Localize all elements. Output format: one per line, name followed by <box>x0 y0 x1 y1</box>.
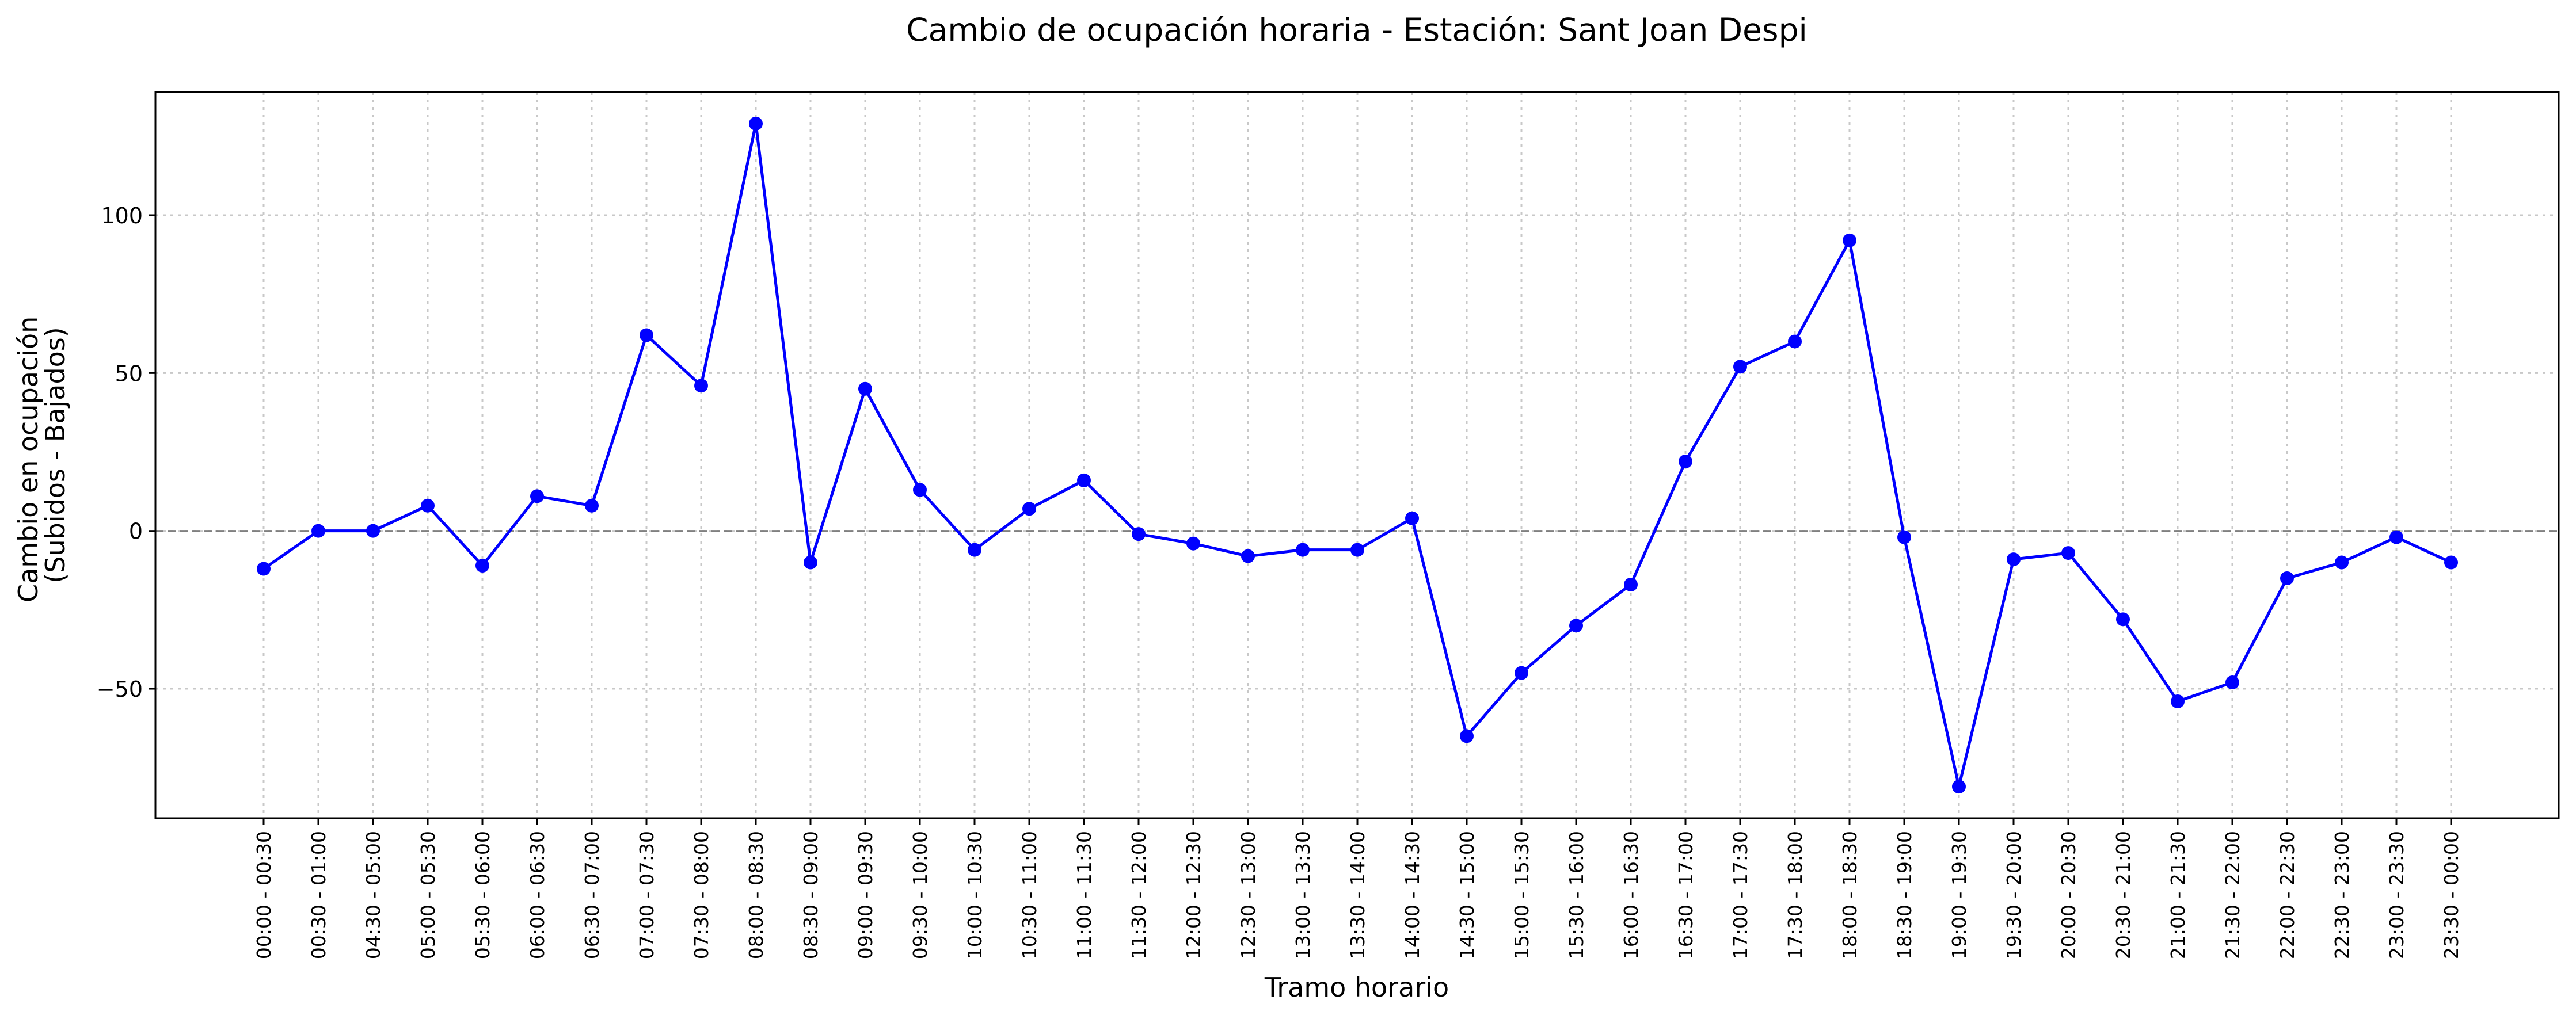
x-tick-label: 00:30 - 01:00 <box>307 831 330 959</box>
data-point <box>2007 552 2021 567</box>
series <box>257 116 2458 794</box>
data-point <box>1952 780 1966 794</box>
x-tick-label: 22:30 - 23:00 <box>2331 831 2353 959</box>
x-tick-label: 12:30 - 13:00 <box>1237 831 1260 959</box>
x-tick-label: 17:30 - 18:00 <box>1784 831 1806 959</box>
x-tick-label: 04:30 - 05:00 <box>362 831 385 959</box>
data-point <box>421 498 435 513</box>
data-point <box>2389 530 2403 544</box>
data-point <box>804 555 817 570</box>
x-tick-label: 05:00 - 05:30 <box>417 831 439 959</box>
x-tick-label: 08:30 - 09:00 <box>800 831 822 959</box>
x-tick-label: 08:00 - 08:30 <box>745 831 767 959</box>
x-tick-label: 23:30 - 00:00 <box>2440 831 2463 959</box>
data-point <box>2116 612 2130 627</box>
data-point <box>1296 543 1310 557</box>
y-axis-ticks: −50 0 50 100 <box>97 203 155 702</box>
x-tick-label: 20:00 - 20:30 <box>2057 831 2080 959</box>
data-point <box>1460 729 1474 743</box>
x-tick-label: 23:00 - 23:30 <box>2385 831 2408 959</box>
x-tick-label: 21:30 - 22:00 <box>2221 831 2244 959</box>
data-point <box>475 559 489 573</box>
data-point <box>366 524 380 538</box>
plot-frame <box>154 91 2560 819</box>
data-point <box>1241 549 1255 563</box>
x-tick-label: 07:00 - 07:30 <box>636 831 658 959</box>
data-point <box>1624 577 1638 591</box>
x-tick-label: 14:00 - 14:30 <box>1401 831 1424 959</box>
y-tick-label: 100 <box>101 203 143 228</box>
data-point <box>2061 546 2075 560</box>
y-axis-label-line-1: Cambio en ocupación <box>13 316 44 602</box>
data-point <box>311 524 325 538</box>
data-point <box>257 562 271 576</box>
x-tick-label: 22:00 - 22:30 <box>2276 831 2299 959</box>
x-tick-label: 05:30 - 06:00 <box>471 831 494 959</box>
x-tick-label: 14:30 - 15:00 <box>1456 831 1478 959</box>
x-tick-label: 09:30 - 10:00 <box>909 831 931 959</box>
data-point <box>1788 334 1802 349</box>
data-point <box>1186 536 1200 551</box>
x-tick-label: 20:30 - 21:00 <box>2112 831 2134 959</box>
y-axis-label: Cambio en ocupación (Subidos - Bajados) <box>13 308 71 602</box>
data-point <box>2335 555 2349 570</box>
series-line <box>262 122 2452 788</box>
data-point <box>1897 530 1911 544</box>
x-tick-label: 19:30 - 20:00 <box>2003 831 2025 959</box>
x-tick-label: 12:00 - 12:30 <box>1182 831 1205 959</box>
data-point <box>1022 502 1036 516</box>
data-point <box>1515 666 1528 680</box>
data-point <box>749 116 763 131</box>
data-point <box>1733 360 1747 374</box>
x-tick-label: 00:00 - 00:30 <box>253 831 275 959</box>
x-tick-label: 15:00 - 15:30 <box>1510 831 1533 959</box>
data-point <box>2280 571 2294 585</box>
data-point <box>530 489 544 503</box>
data-point <box>585 498 599 513</box>
grid <box>155 92 2559 818</box>
data-point <box>640 328 653 342</box>
data-point <box>1132 527 1146 541</box>
x-tick-label: 09:00 - 09:30 <box>854 831 877 959</box>
x-tick-label: 06:00 - 06:30 <box>526 831 549 959</box>
x-tick-label: 17:00 - 17:30 <box>1729 831 1752 959</box>
x-tick-label: 13:00 - 13:30 <box>1292 831 1314 959</box>
data-point <box>1405 511 1419 525</box>
chart-title: Cambio de ocupación horaria - Estación: … <box>906 12 1808 48</box>
data-point <box>913 483 927 497</box>
x-tick-label: 07:30 - 08:00 <box>690 831 713 959</box>
data-point <box>694 379 708 393</box>
data-point <box>1077 473 1091 487</box>
x-tick-label: 16:00 - 16:30 <box>1620 831 1642 959</box>
x-tick-label: 16:30 - 17:00 <box>1675 831 1697 959</box>
data-point <box>1843 233 1856 247</box>
x-axis-label: Tramo horario <box>1264 972 1449 1003</box>
y-tick-label: −50 <box>97 677 143 702</box>
data-point <box>1569 619 1583 633</box>
x-tick-label: 11:00 - 11:30 <box>1073 831 1095 959</box>
y-tick-label: 0 <box>129 519 143 544</box>
x-tick-label: 10:30 - 11:00 <box>1018 831 1041 959</box>
y-axis-label-line-2: (Subidos - Bajados) <box>40 327 71 583</box>
data-point <box>968 543 981 557</box>
x-tick-label: 21:00 - 21:30 <box>2167 831 2189 959</box>
x-tick-label: 18:00 - 18:30 <box>1839 831 1861 959</box>
x-tick-label: 10:00 - 10:30 <box>964 831 986 959</box>
x-tick-label: 19:00 - 19:30 <box>1948 831 1970 959</box>
data-point <box>1679 454 1692 468</box>
x-tick-label: 15:30 - 16:00 <box>1565 831 1588 959</box>
x-axis-ticks: 00:00 - 00:30 00:30 - 01:00 04:30 - 05:00 0… <box>253 818 2463 959</box>
x-tick-label: 13:30 - 14:00 <box>1346 831 1369 959</box>
data-point <box>858 381 872 396</box>
x-tick-label: 06:30 - 07:00 <box>581 831 603 959</box>
y-tick-label: 50 <box>115 361 143 386</box>
x-tick-label: 11:30 - 12:00 <box>1128 831 1150 959</box>
data-point <box>2171 694 2185 708</box>
x-tick-label: 18:30 - 19:00 <box>1893 831 1916 959</box>
data-point <box>1350 543 1364 557</box>
data-point <box>2444 555 2458 570</box>
data-point <box>2225 675 2239 690</box>
